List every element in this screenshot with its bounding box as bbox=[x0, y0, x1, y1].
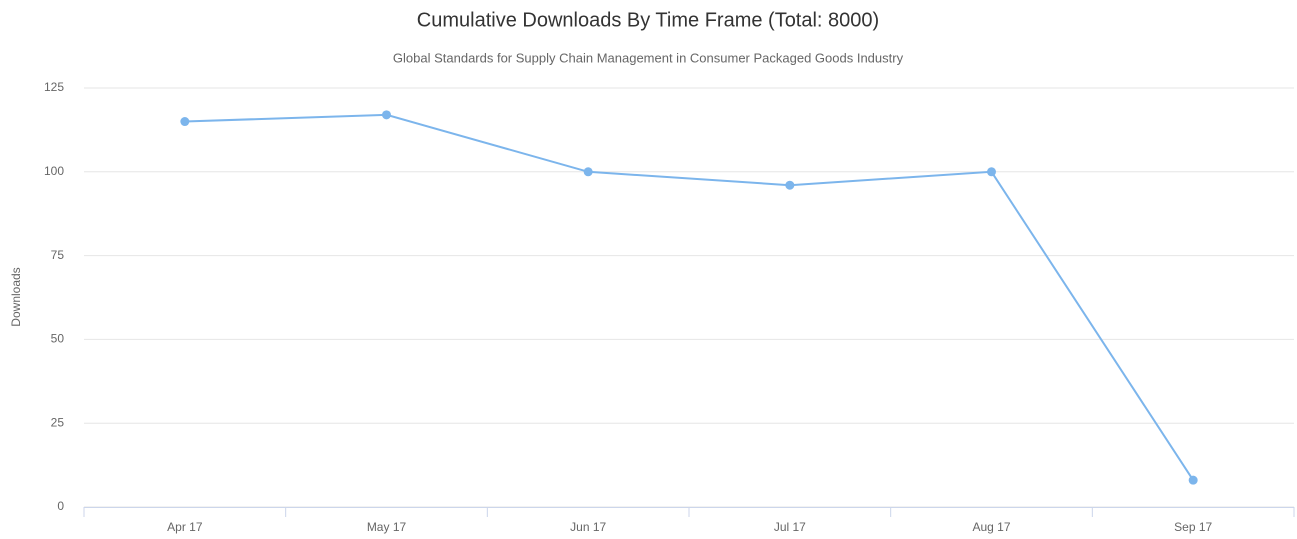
y-tick-label: 50 bbox=[51, 332, 65, 346]
x-tick-label: May 17 bbox=[367, 520, 407, 534]
y-tick-label: 25 bbox=[51, 415, 65, 429]
point bbox=[382, 110, 391, 120]
y-tick-label: 0 bbox=[57, 499, 64, 513]
x-tick-label: Aug 17 bbox=[972, 520, 1010, 534]
y-axis-label: Downloads bbox=[9, 267, 23, 326]
x-tick-label: Jun 17 bbox=[570, 520, 606, 534]
chart-title: Cumulative Downloads By Time Frame (Tota… bbox=[417, 9, 879, 31]
point bbox=[583, 167, 593, 177]
x-tick-label: Sep 17 bbox=[1174, 520, 1212, 534]
y-tick-label: 125 bbox=[44, 80, 64, 94]
x-tick-label: Jul 17 bbox=[774, 520, 806, 534]
y-tick-label: 100 bbox=[44, 164, 64, 178]
point bbox=[785, 180, 795, 190]
chart-subtitle: Global Standards for Supply Chain Manage… bbox=[393, 50, 904, 65]
y-tick-label: 75 bbox=[51, 248, 65, 262]
point bbox=[180, 117, 190, 127]
x-tick-label: Apr 17 bbox=[167, 520, 203, 534]
line bbox=[184, 113, 1195, 481]
point bbox=[1188, 475, 1198, 485]
point bbox=[987, 167, 996, 177]
